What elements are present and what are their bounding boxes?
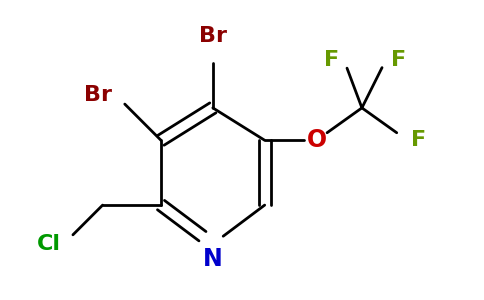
Text: Br: Br: [84, 85, 112, 105]
Text: Br: Br: [199, 26, 227, 46]
Text: N: N: [203, 247, 223, 271]
Text: Cl: Cl: [36, 234, 60, 254]
Text: F: F: [410, 130, 425, 150]
Text: F: F: [324, 50, 339, 70]
Text: O: O: [306, 128, 327, 152]
Text: F: F: [391, 50, 406, 70]
